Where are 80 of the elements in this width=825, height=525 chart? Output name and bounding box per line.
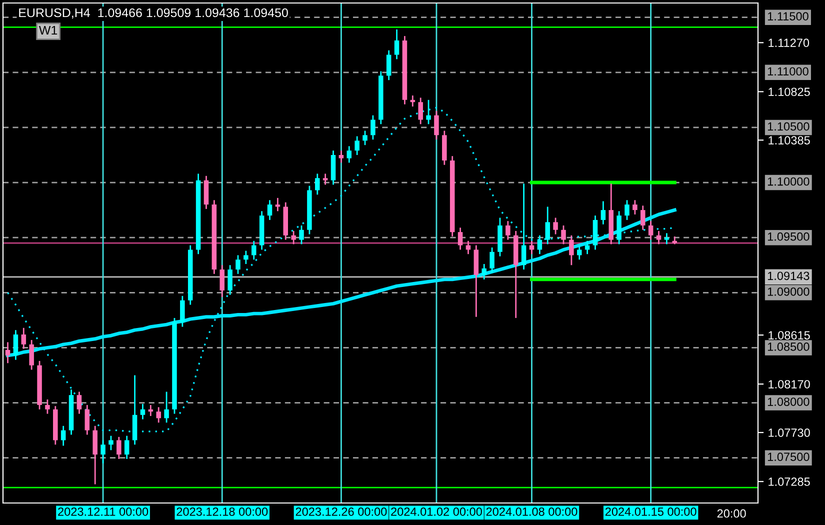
candlestick — [164, 391, 169, 424]
candlestick — [418, 97, 423, 125]
candlestick — [251, 240, 256, 260]
candlestick — [370, 114, 376, 140]
candlestick — [236, 254, 240, 275]
candlestick — [180, 295, 185, 328]
candlestick — [228, 264, 232, 296]
candlestick — [21, 327, 26, 350]
candlestick — [29, 339, 34, 370]
candlestick — [458, 226, 463, 250]
candlestick — [124, 435, 130, 460]
candlestick — [45, 398, 50, 414]
ref-line-label: 1.09000 — [768, 287, 810, 296]
candlestick — [426, 99, 431, 125]
candlestick — [291, 230, 296, 245]
x-tick-label: 2023.12.18 00:00 — [176, 507, 268, 516]
candlestick — [299, 224, 304, 245]
ref-line-label: 1.11000 — [768, 67, 808, 76]
candlestick — [354, 136, 360, 156]
candlestick — [5, 342, 10, 364]
y-tick-label: 1.07285 — [768, 478, 810, 486]
candlestick — [482, 263, 486, 280]
candlestick — [537, 234, 542, 255]
ref-line-label: 1.08500 — [768, 342, 810, 351]
x-tick-label: 2024.01.15 00:00 — [605, 507, 696, 516]
candlestick — [76, 391, 82, 414]
candlestick — [624, 199, 630, 221]
candlestick — [656, 230, 662, 245]
candlestick — [561, 224, 566, 245]
ref-line-label: 1.10500 — [768, 122, 810, 131]
x-tick-label: 2024.01.08 00:00 — [486, 507, 578, 516]
ref-line-label: 1.10000 — [768, 177, 810, 186]
candlestick — [632, 199, 638, 216]
candlestick — [338, 150, 344, 164]
y-tick-label: 1.08170 — [768, 380, 810, 388]
candlestick — [386, 50, 392, 81]
candlestick — [315, 173, 320, 196]
annotation: W1 — [38, 26, 58, 35]
candlestick — [220, 264, 224, 298]
x-tick-label: 2024.01.02 00:00 — [391, 507, 482, 516]
candlestick — [640, 204, 646, 231]
candlestick — [140, 403, 146, 420]
candlestick — [553, 217, 558, 235]
candlestick — [506, 220, 510, 240]
y-tick-label: 1.08615 — [768, 331, 810, 340]
candlestick — [346, 145, 352, 164]
ref-line-label: 1.11500 — [768, 12, 808, 20]
ref-line-label: 1.09500 — [768, 232, 810, 241]
ref-line-label: 1.07500 — [768, 452, 810, 462]
text: 20:00 — [717, 509, 746, 518]
candlestick — [600, 200, 606, 226]
candlestick — [116, 436, 122, 460]
candlestick — [100, 440, 106, 464]
candlestick — [569, 234, 574, 266]
candlestick — [244, 250, 248, 265]
candlestick — [576, 244, 582, 260]
y-tick-label: 1.07730 — [768, 428, 810, 437]
candlestick — [521, 182, 526, 270]
y-tick-label: 1.10825 — [768, 88, 810, 96]
candlestick — [648, 220, 654, 240]
y-tick-label: 1.10385 — [768, 136, 810, 145]
candlestick — [545, 206, 550, 245]
y-tick-label: 1.11270 — [768, 38, 810, 48]
ref-line-label: 1.08000 — [768, 398, 810, 406]
candlestick — [60, 425, 66, 446]
candlestick — [156, 406, 161, 424]
x-tick-label: 2023.12.11 00:00 — [58, 507, 148, 516]
candlestick — [664, 232, 670, 245]
candlestick — [322, 173, 328, 186]
candlestick — [13, 329, 18, 361]
ref-line-label: 1.09143 — [768, 272, 810, 280]
chart-title: EURUSD,H4 1.09466 1.09509 1.09436 1.09450 — [19, 8, 288, 19]
candlestick — [362, 130, 368, 146]
candlestick — [267, 199, 272, 221]
candlestick — [490, 246, 494, 274]
candlestick — [84, 404, 90, 436]
candlestick — [434, 110, 439, 140]
candlestick — [394, 28, 400, 60]
x-tick-label: 2023.12.26 00:00 — [296, 507, 387, 516]
candlestick — [108, 435, 114, 451]
